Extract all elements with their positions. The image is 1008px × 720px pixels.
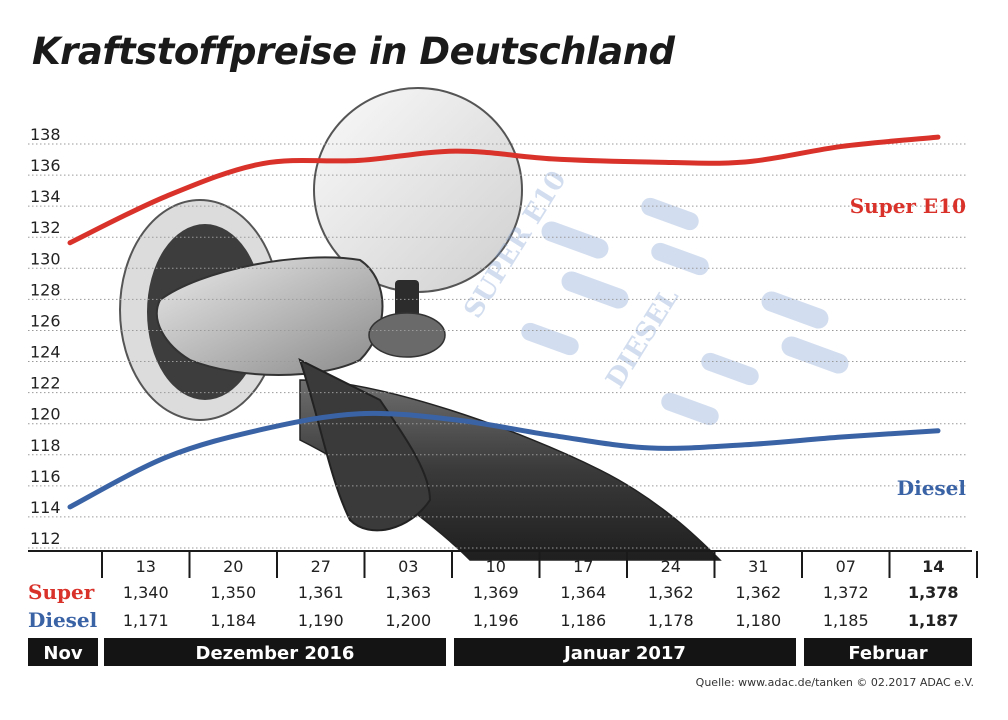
table-value: 1,362 xyxy=(735,583,781,602)
table-value: 1,369 xyxy=(473,583,519,602)
table-value: 1,185 xyxy=(823,611,869,630)
y-tick-label: 112 xyxy=(30,529,61,548)
date-label: 24 xyxy=(661,557,681,576)
y-tick-label: 132 xyxy=(30,218,61,237)
y-tick-label: 126 xyxy=(30,311,61,330)
table-value: 1,200 xyxy=(385,611,431,630)
month-bar-segment xyxy=(28,638,98,666)
table-value: 1,372 xyxy=(823,583,869,602)
nozzle-handle xyxy=(298,358,432,532)
fuel-nozzle-illustration: SUPER E10 DIESEL xyxy=(119,87,849,561)
date-label: 03 xyxy=(398,557,418,576)
table-value: 1,350 xyxy=(210,583,256,602)
table-value: 1,184 xyxy=(210,611,256,630)
date-label: 31 xyxy=(748,557,768,576)
month-bar: Nov Dezember 2016 Januar 2017 Februar xyxy=(28,638,972,666)
y-tick-label: 136 xyxy=(30,156,61,175)
series-label-diesel: Diesel xyxy=(897,476,967,500)
table-value: 1,364 xyxy=(560,583,606,602)
y-tick-label: 122 xyxy=(30,374,61,393)
date-label: 14 xyxy=(922,557,944,576)
month-label: Januar 2017 xyxy=(562,643,686,664)
value-table: 13 20 27 03 10 17 24 31 07 14 Super 1,340 1,350 1,361… xyxy=(28,550,978,632)
series-label-super-e10: Super E10 xyxy=(850,194,966,218)
month-label: Dezember 2016 xyxy=(196,643,355,664)
y-tick-label: 114 xyxy=(30,498,61,517)
table-value: 1,196 xyxy=(473,611,519,630)
month-label: Nov xyxy=(43,643,82,664)
y-tick-label: 116 xyxy=(30,467,61,486)
month-bar-segment xyxy=(104,638,446,666)
table-value: 1,362 xyxy=(648,583,694,602)
y-tick-label: 134 xyxy=(30,187,61,206)
y-tick-label: 120 xyxy=(30,405,61,424)
month-label: Februar xyxy=(848,643,927,664)
table-value: 1,363 xyxy=(385,583,431,602)
table-value: 1,171 xyxy=(123,611,169,630)
nozzle-body xyxy=(155,256,384,376)
y-tick-label: 124 xyxy=(30,343,61,362)
table-value: 1,190 xyxy=(298,611,344,630)
row-label-super: Super xyxy=(28,580,95,604)
row-label-diesel: Diesel xyxy=(28,608,98,632)
source-note: Quelle: www.adac.de/tanken © 02.2017 ADA… xyxy=(695,676,974,689)
table-value: 1,378 xyxy=(908,583,959,602)
date-label: 27 xyxy=(311,557,331,576)
table-value: 1,186 xyxy=(560,611,606,630)
table-value: 1,361 xyxy=(298,583,344,602)
month-bar-segment xyxy=(804,638,972,666)
date-label: 07 xyxy=(836,557,856,576)
series-line-diesel xyxy=(67,410,941,510)
date-label: 20 xyxy=(223,557,243,576)
y-tick-label: 118 xyxy=(30,436,61,455)
table-value: 1,340 xyxy=(123,583,169,602)
y-tick-label: 138 xyxy=(30,125,61,144)
chart-title: Kraftstoffpreise in Deutschland xyxy=(32,30,675,73)
month-bar-segment xyxy=(454,638,796,666)
y-axis-ticks: 112 114 116 118 120 122 124 126 128 130 132 134 136 1… xyxy=(30,125,61,548)
table-value: 1,187 xyxy=(908,611,959,630)
date-label: 13 xyxy=(136,557,156,576)
date-label: 17 xyxy=(573,557,593,576)
series-line-super-e10 xyxy=(67,134,941,246)
series-lines xyxy=(67,134,941,510)
table-value: 1,180 xyxy=(735,611,781,630)
date-label: 10 xyxy=(486,557,506,576)
table-value: 1,178 xyxy=(648,611,694,630)
y-tick-label: 130 xyxy=(30,249,61,268)
y-tick-label: 128 xyxy=(30,280,61,299)
grid-lines xyxy=(28,143,968,549)
